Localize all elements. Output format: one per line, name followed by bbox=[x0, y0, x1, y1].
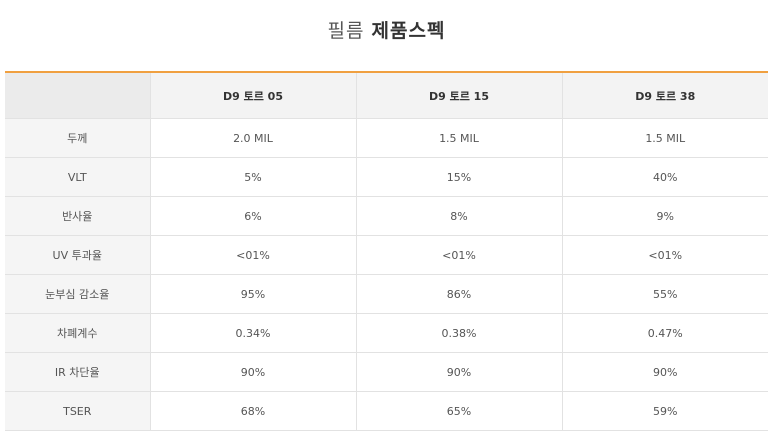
title-bold: 제품스펙 bbox=[371, 20, 446, 42]
row-label: TSER bbox=[5, 391, 151, 431]
table-cell: 65% bbox=[356, 391, 563, 431]
spec-table: D9 토르 05 D9 토르 15 D9 토르 38 두께 2.0 MIL 1.… bbox=[5, 71, 768, 431]
header-corner-cell bbox=[5, 72, 151, 119]
table-cell: 90% bbox=[562, 352, 768, 392]
table-cell: 1.5 MIL bbox=[356, 118, 563, 158]
table-row: IR 차단율 90% 90% 90% bbox=[5, 352, 768, 392]
table-cell: 95% bbox=[150, 274, 357, 314]
row-label: VLT bbox=[5, 157, 151, 197]
table-cell: 90% bbox=[356, 352, 563, 392]
table-cell: 6% bbox=[150, 196, 357, 236]
table-cell: 8% bbox=[356, 196, 563, 236]
table-row: TSER 68% 65% 59% bbox=[5, 391, 768, 431]
table-row: 반사율 6% 8% 9% bbox=[5, 196, 768, 236]
table-cell: <01% bbox=[562, 235, 768, 275]
page-title: 필름 제품스펙 bbox=[0, 16, 773, 43]
row-label: IR 차단율 bbox=[5, 352, 151, 392]
header-product-3: D9 토르 38 bbox=[562, 72, 768, 119]
table-cell: 59% bbox=[562, 391, 768, 431]
row-label: 눈부심 감소율 bbox=[5, 274, 151, 314]
table-cell: 0.34% bbox=[150, 313, 357, 353]
row-label: 차폐계수 bbox=[5, 313, 151, 353]
table-row: VLT 5% 15% 40% bbox=[5, 157, 768, 197]
header-product-2: D9 토르 15 bbox=[356, 72, 563, 119]
table-row: 눈부심 감소율 95% 86% 55% bbox=[5, 274, 768, 314]
row-label: 두께 bbox=[5, 118, 151, 158]
table-cell: 2.0 MIL bbox=[150, 118, 357, 158]
table-row: 두께 2.0 MIL 1.5 MIL 1.5 MIL bbox=[5, 118, 768, 158]
table-cell: 55% bbox=[562, 274, 768, 314]
row-label: UV 투과율 bbox=[5, 235, 151, 275]
row-label: 반사율 bbox=[5, 196, 151, 236]
table-row: 차폐계수 0.34% 0.38% 0.47% bbox=[5, 313, 768, 353]
table-cell: 5% bbox=[150, 157, 357, 197]
table-row: UV 투과율 <01% <01% <01% bbox=[5, 235, 768, 275]
table-cell: 40% bbox=[562, 157, 768, 197]
title-light: 필름 bbox=[327, 20, 365, 42]
table-cell: 90% bbox=[150, 352, 357, 392]
table-cell: 0.47% bbox=[562, 313, 768, 353]
table-cell: 1.5 MIL bbox=[562, 118, 768, 158]
table-cell: 0.38% bbox=[356, 313, 563, 353]
header-product-1: D9 토르 05 bbox=[150, 72, 357, 119]
table-cell: 68% bbox=[150, 391, 357, 431]
table-cell: 15% bbox=[356, 157, 563, 197]
table-cell: <01% bbox=[150, 235, 357, 275]
table-cell: 9% bbox=[562, 196, 768, 236]
table-cell: <01% bbox=[356, 235, 563, 275]
table-cell: 86% bbox=[356, 274, 563, 314]
header-row: D9 토르 05 D9 토르 15 D9 토르 38 bbox=[5, 72, 768, 119]
